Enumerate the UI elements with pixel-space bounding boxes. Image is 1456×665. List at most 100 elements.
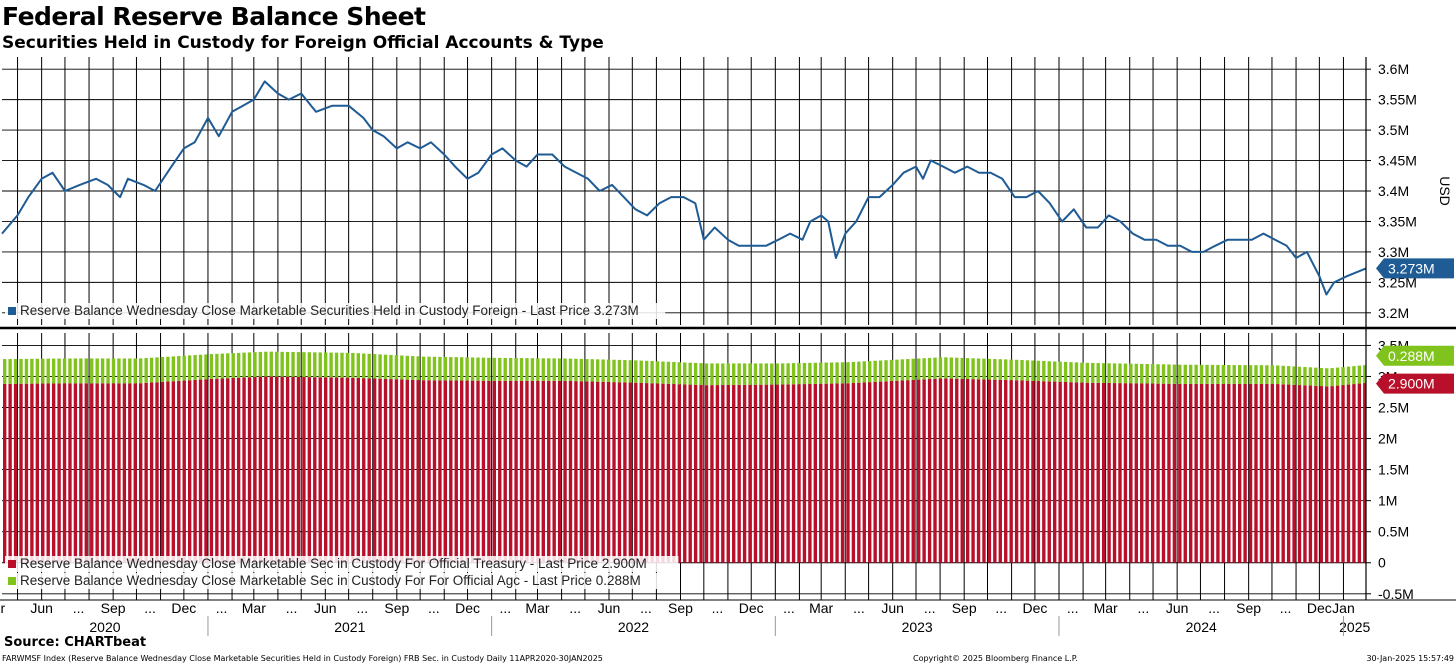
bar-agency — [106, 358, 110, 384]
bar-agency — [166, 356, 170, 382]
bar-treasury — [1069, 382, 1073, 563]
bar-treasury — [911, 379, 915, 563]
bar-treasury — [1286, 384, 1291, 563]
bar-treasury — [41, 383, 45, 563]
bar-agency — [710, 363, 714, 386]
bar-agency — [993, 359, 997, 380]
bar-agency — [3, 359, 7, 384]
bar-treasury — [378, 378, 382, 563]
bar-treasury — [1352, 384, 1356, 563]
x-tick-label: Jun — [881, 600, 904, 616]
bar-treasury — [1014, 380, 1019, 563]
bar-agency — [389, 354, 393, 380]
bar-agency — [742, 363, 747, 385]
bar-treasury — [1107, 382, 1111, 563]
bar-treasury — [1150, 383, 1155, 563]
bar-treasury — [955, 378, 959, 563]
bar-treasury — [470, 380, 475, 563]
y-tick-label: 0 — [1378, 555, 1386, 571]
bar-agency — [84, 358, 88, 384]
bar-treasury — [1335, 385, 1340, 563]
bar-agency — [1178, 364, 1182, 384]
bar-treasury — [1009, 380, 1013, 563]
bar-agency — [1145, 364, 1149, 384]
bar-agency — [1303, 367, 1307, 386]
bar-treasury — [111, 383, 116, 563]
flag-treasury-shape — [1376, 373, 1454, 394]
bar-treasury — [220, 378, 224, 563]
bar-agency — [1363, 365, 1367, 384]
bar-treasury — [171, 381, 176, 563]
flag-agency-shape — [1376, 345, 1454, 366]
bar-agency — [351, 352, 355, 378]
bar-agency — [916, 358, 921, 380]
bar-agency — [655, 361, 660, 384]
bar-agency — [873, 360, 877, 382]
bar-treasury — [699, 384, 703, 563]
bar-treasury — [313, 377, 317, 563]
bar-agency — [487, 357, 491, 381]
bar-agency — [400, 355, 404, 380]
bar-agency — [1047, 361, 1051, 382]
bar-agency — [1341, 367, 1345, 386]
bar-treasury — [57, 383, 61, 563]
x-tick-label: ... — [286, 600, 298, 616]
bar-agency — [291, 352, 295, 377]
flag-line-shape — [1376, 258, 1454, 279]
bar-treasury — [1325, 386, 1329, 563]
bar-agency — [699, 363, 703, 385]
x-tick-label: ... — [356, 600, 368, 616]
bar-agency — [247, 352, 252, 378]
bar-agency — [438, 356, 442, 381]
bar-agency — [1276, 365, 1280, 385]
bar-treasury — [650, 383, 654, 563]
bar-agency — [911, 358, 915, 380]
bar-treasury — [1031, 380, 1035, 563]
bar-agency — [1123, 363, 1128, 384]
y-tick-label: -0.5M — [1378, 586, 1414, 602]
bar-treasury — [906, 380, 910, 563]
bar-agency — [177, 356, 181, 381]
bar-agency — [1308, 367, 1313, 386]
bar-treasury — [780, 384, 785, 563]
bar-agency — [139, 358, 143, 384]
bar-treasury — [421, 380, 426, 563]
bar-agency — [661, 361, 665, 384]
line-path — [1, 80, 1367, 296]
bar-agency — [797, 363, 801, 385]
x-year-label: 2023 — [902, 619, 933, 635]
x-tick-label: Sep — [101, 600, 126, 616]
bar-agency — [454, 357, 458, 381]
bar-treasury — [878, 381, 883, 563]
bar-agency — [1004, 359, 1008, 380]
x-tick-label: ... — [73, 600, 85, 616]
bar-agency — [1031, 360, 1035, 381]
bar-agency — [971, 358, 975, 380]
y-tick-label: 1M — [1378, 493, 1397, 509]
bar-treasury — [655, 383, 660, 563]
bar-treasury — [3, 383, 7, 563]
bar-agency — [171, 356, 176, 382]
x-tick-label: Dec — [455, 600, 480, 616]
bar-agency — [704, 363, 709, 386]
bar-treasury — [552, 380, 556, 563]
bar-agency — [35, 358, 40, 384]
bar-agency — [508, 357, 513, 381]
bar-treasury — [1025, 380, 1030, 563]
x-tick-label: ... — [995, 600, 1007, 616]
bar-agency — [672, 362, 676, 385]
bar-agency — [416, 356, 420, 381]
footer-copyright: Copyright© 2025 Bloomberg Finance L.P. — [913, 654, 1078, 663]
bar-treasury — [1156, 383, 1160, 563]
bar-agency — [226, 353, 230, 379]
bar-treasury — [1042, 381, 1046, 563]
bar-agency — [334, 352, 339, 378]
y-tick-label: 3.45M — [1378, 153, 1417, 169]
bar-treasury — [1172, 383, 1177, 563]
x-tick-label: Dec — [1022, 600, 1047, 616]
bar-agency — [307, 352, 312, 378]
x-tick-label: ... — [1208, 600, 1220, 616]
x-tick-label: ... — [853, 600, 865, 616]
bar-agency — [498, 357, 502, 381]
bar-treasury — [264, 376, 268, 563]
